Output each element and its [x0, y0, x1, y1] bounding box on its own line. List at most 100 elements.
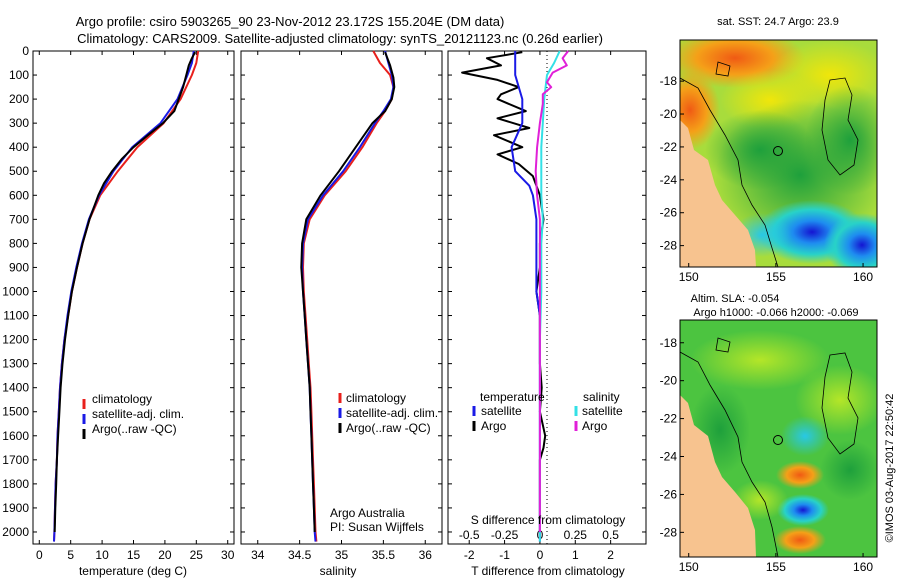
- x-tick-label: 34.5: [288, 548, 312, 562]
- temperature-panel: 0 5 10 15 20 25 300100200300400500600700800900…: [2, 44, 234, 578]
- lat-tick-label: -28: [660, 525, 678, 539]
- imos-watermark: ©IMOS 03-Aug-2017 22:50:42: [884, 394, 896, 543]
- s-tick-label: -0.5: [459, 528, 480, 542]
- sla-land: [680, 395, 756, 557]
- lat-tick-label: -24: [660, 450, 678, 464]
- lat-tick-label: -20: [660, 107, 678, 121]
- depth-tick-label: 700: [9, 212, 29, 226]
- depth-tick-label: 1600: [2, 429, 29, 443]
- series-line-satellite-adj-clim-: [53, 50, 195, 542]
- depth-tick-label: 300: [9, 116, 29, 130]
- sst-argo-position-marker: [773, 146, 783, 156]
- x-tick-label: 2: [607, 548, 614, 562]
- depth-tick-label: 1000: [2, 284, 29, 298]
- sla-argo-position-marker: [773, 435, 783, 445]
- depth-tick-label: 1200: [2, 333, 29, 347]
- series-line-argo-raw-qc-: [300, 51, 396, 533]
- x-tick-label: 36: [419, 548, 433, 562]
- lon-tick-label: 160: [853, 270, 873, 284]
- depth-tick-label: 100: [9, 68, 29, 82]
- temp-legend-climatology: climatology: [92, 392, 152, 406]
- sal-legend-climatology: climatology: [346, 391, 406, 405]
- sst-contour-plateau: [821, 77, 859, 176]
- x-tick-label: 5: [67, 548, 74, 562]
- salinity-annotation-line2: PI: Susan Wijffels: [330, 520, 424, 534]
- series-line-climatology: [53, 50, 200, 542]
- diff-legend-sal-argo: Argo: [582, 419, 608, 433]
- sal-legend-satellite: satellite-adj. clim.: [346, 406, 438, 420]
- x-tick-label: 25: [190, 548, 204, 562]
- depth-tick-label: 1100: [3, 309, 29, 323]
- diff-legend-sal-satellite: satellite: [582, 404, 623, 418]
- lat-tick-label: -22: [660, 140, 678, 154]
- t-difference-xlabel: T difference from climatology: [471, 564, 625, 578]
- depth-tick-label: 500: [9, 164, 29, 178]
- x-tick-label: 0: [537, 548, 544, 562]
- s-tick-label: 0.5: [602, 528, 619, 542]
- sla-contour-ridge: [715, 337, 731, 353]
- depth-tick-label: 0: [22, 44, 29, 58]
- sla-contour-plateau: [821, 352, 859, 455]
- x-tick-label: 1: [572, 548, 579, 562]
- s-tick-label: 0.25: [564, 528, 588, 542]
- sst-map-panel: sat. SST: 24.7 Argo: 23.9 150 155 160 -18 -2…: [660, 16, 878, 284]
- depth-tick-label: 1500: [2, 405, 29, 419]
- depth-tick-label: 1300: [2, 357, 29, 371]
- depth-tick-label: 600: [9, 188, 29, 202]
- diff-legend-temp-argo: Argo: [481, 419, 507, 433]
- x-tick-label: 34: [251, 548, 265, 562]
- lat-tick-label: -26: [660, 206, 678, 220]
- x-tick-label: 10: [95, 548, 109, 562]
- lat-tick-label: -28: [660, 239, 678, 253]
- sla-map-panel: Altim. SLA: -0.054 Argo h1000: -0.066 h2…: [660, 293, 878, 574]
- sst-map-title: sat. SST: 24.7 Argo: 23.9: [717, 16, 839, 28]
- series-line-salinity-satellite: [538, 50, 561, 542]
- depth-tick-label: 900: [9, 260, 29, 274]
- lon-tick-label: 150: [679, 560, 699, 574]
- sla-map-title: Altim. SLA: -0.054: [691, 293, 780, 305]
- lon-tick-label: 155: [766, 560, 786, 574]
- x-tick-label: 20: [158, 548, 172, 562]
- x-tick-label: -1: [499, 548, 510, 562]
- temperature-xlabel: temperature (deg C): [79, 564, 187, 578]
- sal-legend-argo: Argo(..raw -QC): [346, 421, 431, 435]
- diff-legend-temp-title: temperature: [480, 390, 545, 404]
- x-tick-label: 35.5: [372, 548, 396, 562]
- depth-tick-label: 200: [9, 92, 29, 106]
- series-line-temperature-argo: [461, 51, 547, 532]
- sla-map-subtitle: Argo h1000: -0.066 h2000: -0.069: [693, 307, 858, 319]
- lon-tick-label: 155: [766, 270, 786, 284]
- x-tick-label: 15: [127, 548, 141, 562]
- x-tick-label: 35: [335, 548, 349, 562]
- sla-contour-shelf: [680, 351, 779, 557]
- temperature-legend: climatology satellite-adj. clim. Argo(..…: [82, 392, 184, 439]
- figure-title-line2: Climatology: CARS2009. Satellite-adjuste…: [77, 31, 603, 46]
- lat-tick-label: -22: [660, 412, 678, 426]
- x-tick-label: -2: [464, 548, 475, 562]
- diff-legend-temp-satellite: satellite: [481, 404, 522, 418]
- lon-tick-label: 150: [679, 270, 699, 284]
- depth-tick-label: 1800: [2, 477, 29, 491]
- lat-tick-label: -18: [660, 336, 678, 350]
- sst-land: [680, 120, 756, 267]
- series-line-salinity-argo: [534, 50, 569, 532]
- x-tick-label: 0: [36, 548, 43, 562]
- series-line-satellite-adj-clim-: [301, 50, 395, 542]
- salinity-panel: 34 34.5 35 35.5 36 climatology satellite-adj…: [240, 50, 443, 578]
- lon-tick-label: 160: [853, 560, 873, 574]
- depth-tick-label: 400: [9, 140, 29, 154]
- sst-contour-shelf: [680, 77, 779, 267]
- s-difference-label: S difference from climatology: [471, 513, 626, 527]
- depth-tick-label: 2000: [2, 525, 29, 539]
- depth-tick-label: 1700: [2, 453, 29, 467]
- salinity-legend: climatology satellite-adj. clim. Argo(..…: [338, 391, 438, 435]
- sst-contour-ridge: [715, 61, 731, 77]
- depth-tick-label: 800: [9, 236, 29, 250]
- x-tick-label: 30: [221, 548, 235, 562]
- lat-tick-label: -26: [660, 487, 678, 501]
- temp-legend-argo: Argo(..raw -QC): [92, 422, 177, 436]
- difference-panel: -2 -1 0 1 2-0.5 -0.25 0 0.25 0.5 temperature sat…: [447, 50, 647, 578]
- depth-tick-label: 1400: [2, 381, 29, 395]
- lat-tick-label: -24: [660, 173, 678, 187]
- difference-legend-temperature: temperature satellite Argo: [472, 390, 545, 433]
